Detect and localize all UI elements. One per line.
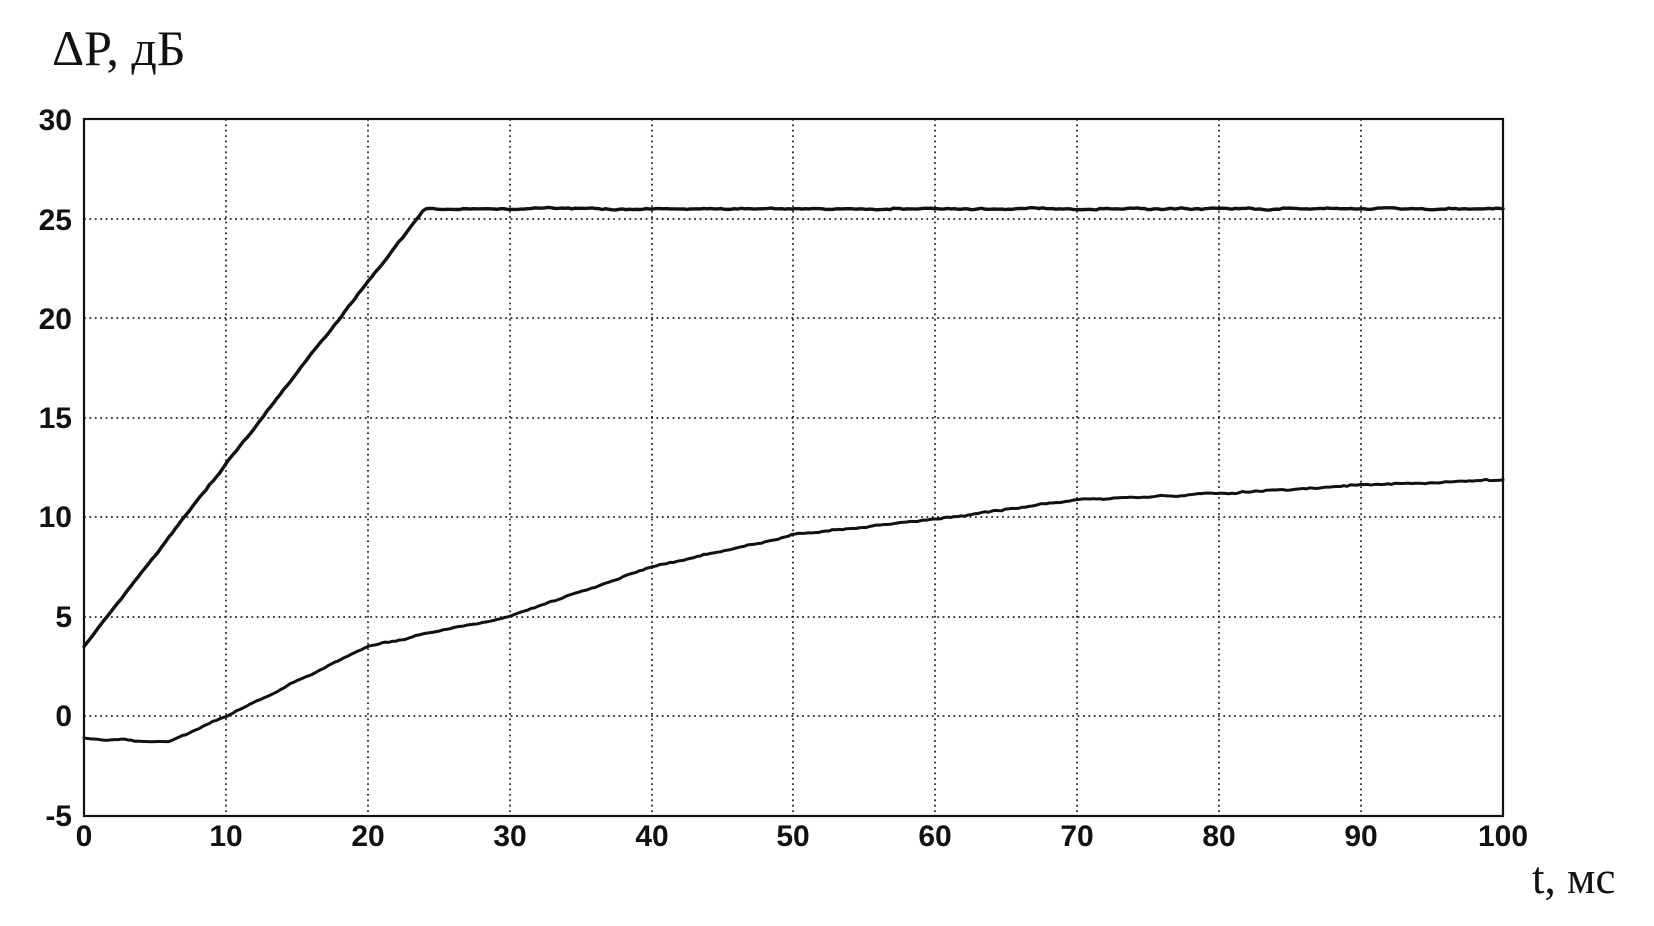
svg-text:40: 40 <box>635 820 668 853</box>
svg-text:80: 80 <box>1202 820 1235 853</box>
svg-text:0: 0 <box>76 820 93 853</box>
svg-text:30: 30 <box>39 104 72 137</box>
svg-text:10: 10 <box>39 501 72 534</box>
svg-text:50: 50 <box>776 820 809 853</box>
svg-text:ΔP, дБ: ΔP, дБ <box>52 20 186 76</box>
svg-text:20: 20 <box>351 820 384 853</box>
svg-text:5: 5 <box>55 601 72 634</box>
svg-text:t, мс: t, мс <box>1532 853 1615 903</box>
svg-text:-5: -5 <box>45 800 72 833</box>
svg-text:30: 30 <box>493 820 526 853</box>
svg-text:70: 70 <box>1060 820 1093 853</box>
svg-text:60: 60 <box>918 820 951 853</box>
svg-text:90: 90 <box>1344 820 1377 853</box>
svg-text:20: 20 <box>39 303 72 336</box>
svg-text:25: 25 <box>39 204 72 237</box>
svg-text:15: 15 <box>39 402 72 435</box>
svg-text:0: 0 <box>55 700 72 733</box>
svg-text:100: 100 <box>1478 820 1528 853</box>
svg-text:10: 10 <box>209 820 242 853</box>
